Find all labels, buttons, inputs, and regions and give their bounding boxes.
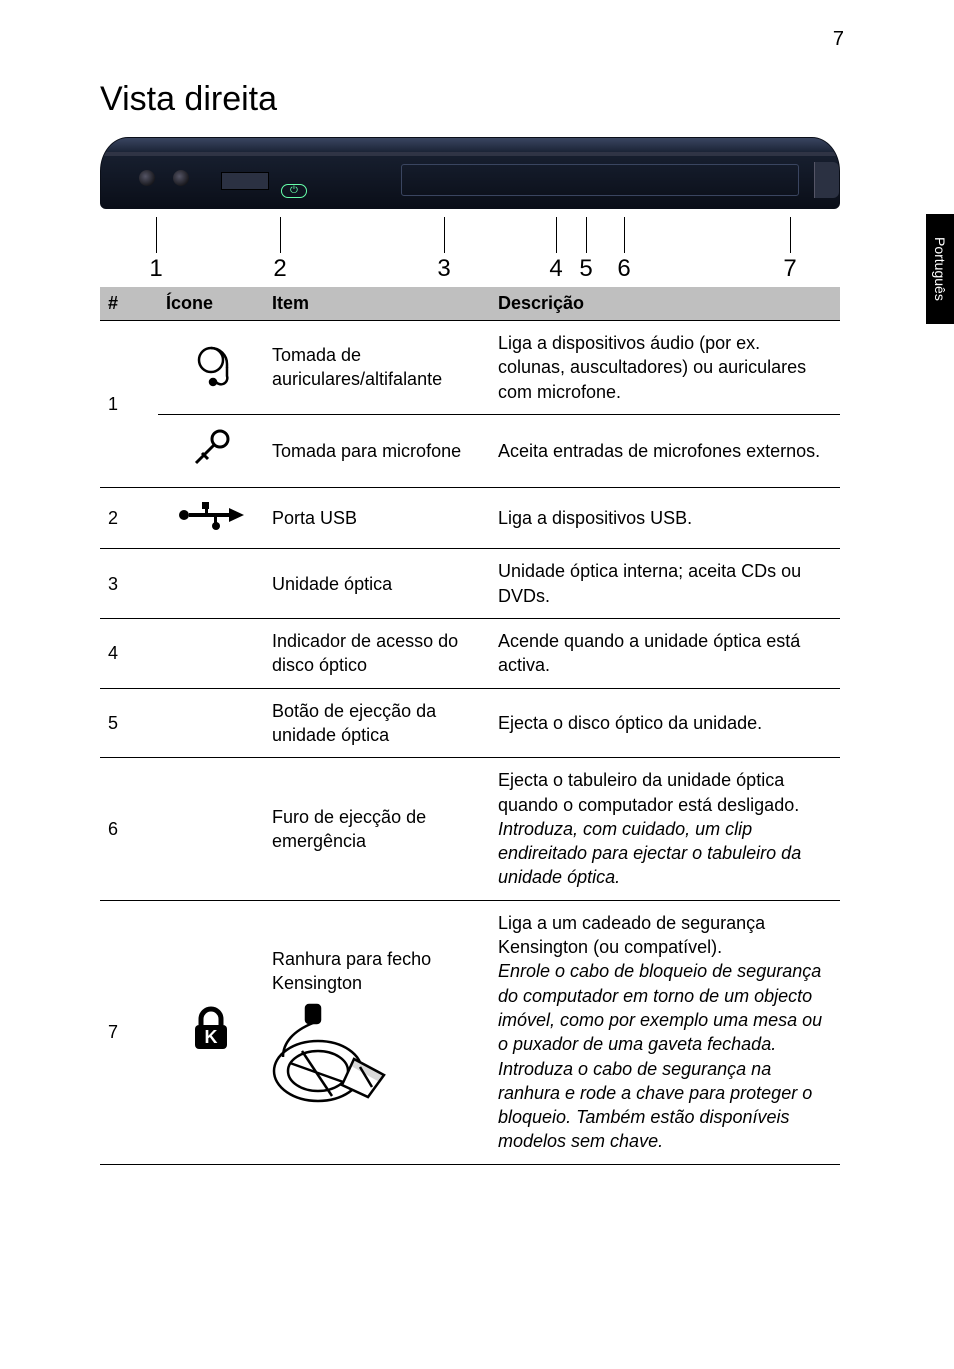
callout-number: 7 <box>783 255 796 283</box>
page-number: 7 <box>833 28 844 51</box>
callout-leader <box>790 217 791 253</box>
optical-drive-icon <box>401 164 799 196</box>
power-button-icon <box>281 184 307 198</box>
table-row: Tomada para microfone Aceita entradas de… <box>100 414 840 487</box>
callout-number: 5 <box>579 255 592 283</box>
table-row: 2 Porta USB Liga a dispositivos USB. <box>100 488 840 549</box>
row-desc: Liga a dispositivos USB. <box>490 488 840 549</box>
lock-illustration-icon <box>272 1001 482 1117</box>
callout-leader <box>280 217 281 253</box>
row-item-label: Ranhura para fecho Kensington <box>272 949 431 993</box>
row-desc: Ejecta o disco óptico da unidade. <box>490 688 840 758</box>
callout-number: 4 <box>549 255 562 283</box>
row-item: Unidade óptica <box>264 549 490 619</box>
callout-leader <box>556 217 557 253</box>
device-body <box>100 137 840 209</box>
row-num: 4 <box>100 619 158 689</box>
callout-leader <box>586 217 587 253</box>
device-strip <box>101 152 839 156</box>
blank-icon <box>158 619 264 689</box>
blank-icon <box>158 758 264 900</box>
row-desc: Aceita entradas de microfones externos. <box>490 414 840 487</box>
language-tab-label: Português <box>932 237 948 301</box>
kensington-lock-icon: K <box>158 900 264 1164</box>
table-header: # Ícone Item Descrição <box>100 287 840 321</box>
blank-icon <box>158 549 264 619</box>
callout-number: 2 <box>273 255 286 283</box>
row-num: 1 <box>100 321 158 488</box>
device-lid <box>101 138 839 152</box>
row-num: 5 <box>100 688 158 758</box>
col-header-icon: Ícone <box>158 287 264 321</box>
usb-port-icon <box>221 172 269 190</box>
row-desc-plain: Liga a um cadeado de segurança Kensingto… <box>498 913 765 957</box>
table-row: 6 Furo de ejecção de emergência Ejecta o… <box>100 758 840 900</box>
table-row: 1 Tomada de auriculares/altifalante Liga… <box>100 321 840 415</box>
page-title: Vista direita <box>100 80 894 119</box>
table-row: 4 Indicador de acesso do disco óptico Ac… <box>100 619 840 689</box>
blank-icon <box>158 688 264 758</box>
row-num: 2 <box>100 488 158 549</box>
callout-number: 1 <box>149 255 162 283</box>
row-item: Furo de ejecção de emergência <box>264 758 490 900</box>
page: 7 Português Vista direita 1234567 # Ícon… <box>0 0 954 1369</box>
callout-number: 3 <box>437 255 450 283</box>
row-item: Botão de ejecção da unidade óptica <box>264 688 490 758</box>
callout-leader <box>444 217 445 253</box>
row-item: Tomada para microfone <box>264 414 490 487</box>
usb-icon <box>158 488 264 549</box>
row-desc: Unidade óptica interna; aceita CDs ou DV… <box>490 549 840 619</box>
row-desc-italic: Introduza, com cuidado, um clip endireit… <box>498 819 801 888</box>
device-illustration <box>100 137 840 209</box>
col-header-item: Item <box>264 287 490 321</box>
microphone-icon <box>158 414 264 487</box>
row-desc: Liga a um cadeado de segurança Kensingto… <box>490 900 840 1164</box>
row-num: 6 <box>100 758 158 900</box>
headset-icon <box>158 321 264 415</box>
table-row: 5 Botão de ejecção da unidade óptica Eje… <box>100 688 840 758</box>
mic-jack-icon <box>173 170 189 186</box>
row-desc-plain: Ejecta o tabuleiro da unidade óptica qua… <box>498 770 799 814</box>
col-header-num: # <box>100 287 158 321</box>
callout-leader <box>156 217 157 253</box>
table-row: 7 K Ranhura para fecho Kensington <box>100 900 840 1164</box>
row-item: Porta USB <box>264 488 490 549</box>
spec-table: # Ícone Item Descrição 1 Tomada de a <box>100 287 840 1165</box>
language-tab: Português <box>926 214 954 324</box>
lock-slot-icon <box>814 162 839 198</box>
callout-number: 6 <box>617 255 630 283</box>
row-desc: Acende quando a unidade óptica está acti… <box>490 619 840 689</box>
row-item: Tomada de auriculares/altifalante <box>264 321 490 415</box>
audio-jack-icon <box>139 170 155 186</box>
row-item: Indicador de acesso do disco óptico <box>264 619 490 689</box>
row-desc-italic: Enrole o cabo de bloqueio de segurança d… <box>498 961 822 1151</box>
svg-text:K: K <box>205 1027 218 1047</box>
row-num: 3 <box>100 549 158 619</box>
row-desc: Liga a dispositivos áudio (por ex. colun… <box>490 321 840 415</box>
col-header-desc: Descrição <box>490 287 840 321</box>
row-item: Ranhura para fecho Kensington <box>264 900 490 1164</box>
callout-leader <box>624 217 625 253</box>
row-desc: Ejecta o tabuleiro da unidade óptica qua… <box>490 758 840 900</box>
row-num: 7 <box>100 900 158 1164</box>
callout-row: 1 2 3 456 7 <box>100 217 840 287</box>
table-row: 3 Unidade óptica Unidade óptica interna;… <box>100 549 840 619</box>
